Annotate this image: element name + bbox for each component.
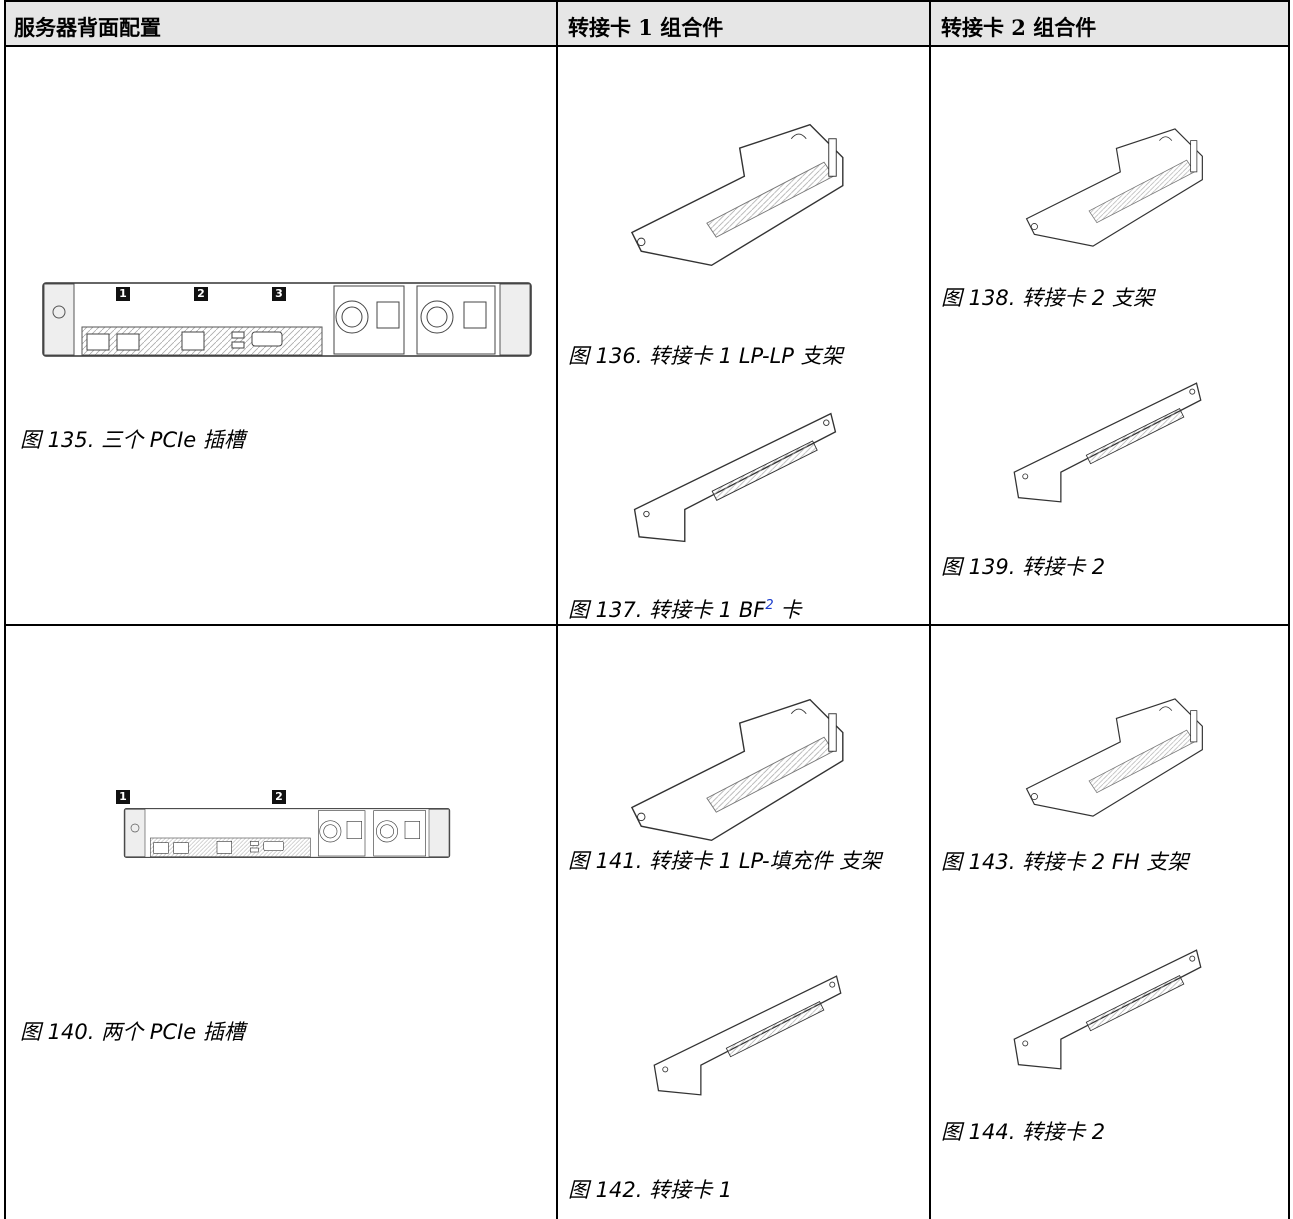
border [1288,0,1290,1219]
callout: 2 [194,287,208,301]
server-image [123,808,451,858]
caption: 图 136. 转接卡 1 LP-LP 支架 [568,344,843,368]
riser-image [633,412,837,543]
callout: 1 [116,790,130,804]
bracket-image [1025,698,1204,817]
border [929,0,931,1219]
bracket-image [1025,128,1204,247]
caption: 图 140. 两个 PCIe 插槽 [20,1020,245,1044]
header-row [5,2,1289,46]
caption-text: 图 137. 转接卡 1 BF [568,598,766,622]
riser-image [1013,949,1202,1070]
caption: 图 138. 转接卡 2 支架 [941,286,1154,310]
riser-image [1013,382,1202,503]
caption: 图 142. 转接卡 1 [568,1178,733,1202]
callout: 2 [272,790,286,804]
caption: 图 137. 转接卡 1 BF2 卡 [568,592,801,624]
caption: 图 135. 三个 PCIe 插槽 [20,428,245,452]
header-cell: 服务器背面配置 [14,15,161,40]
border [4,0,6,1219]
caption-text: 卡 [773,598,802,622]
caption: 图 144. 转接卡 2 [941,1120,1106,1144]
caption: 图 141. 转接卡 1 LP-填充件 支架 [568,849,882,873]
caption: 图 143. 转接卡 2 FH 支架 [941,850,1189,874]
border [556,0,558,1219]
footnote-link[interactable]: 2 [765,598,774,613]
border [4,0,1290,2]
border [4,45,1290,47]
caption: 图 139. 转接卡 2 [941,555,1106,579]
callout: 3 [272,287,286,301]
border [4,624,1290,626]
header-cell: 转接卡 1 组合件 [568,15,724,40]
bracket-image [631,123,844,267]
callout: 1 [116,287,130,301]
riser-image [653,975,842,1096]
header-cell: 转接卡 2 组合件 [941,15,1097,40]
bracket-image [631,698,844,842]
